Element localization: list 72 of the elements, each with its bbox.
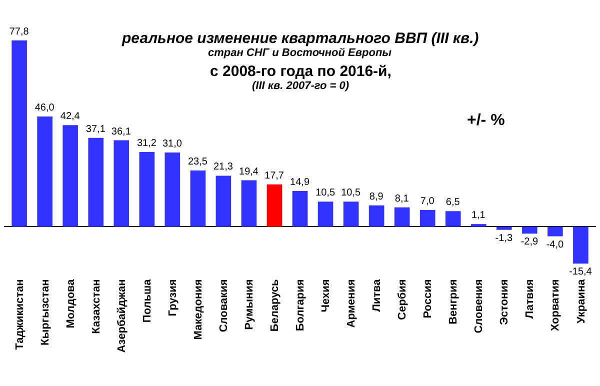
x-tick-label: Молдова bbox=[64, 278, 77, 328]
data-label: 8,9 bbox=[369, 191, 384, 202]
data-label: -2,9 bbox=[520, 236, 538, 248]
data-label: 31,0 bbox=[162, 138, 182, 150]
text: стран СНГ и Восточной Европы с 2008-го года по 2016-й, (III кв. 2007-го = 0) bbox=[208, 47, 392, 92]
bar bbox=[573, 226, 588, 264]
data-label: 36,1 bbox=[111, 126, 132, 138]
data-label: 31,2 bbox=[136, 138, 157, 149]
data-label: 17,7 bbox=[264, 170, 284, 182]
data-label: -1,3 bbox=[495, 232, 513, 244]
bar bbox=[368, 205, 384, 227]
data-label: 7,0 bbox=[420, 196, 435, 207]
bar bbox=[12, 40, 27, 227]
x-tick-label: Сербия bbox=[396, 279, 409, 320]
data-label: 10,5 bbox=[341, 188, 361, 199]
x-tick-label: Македония bbox=[192, 279, 205, 340]
x-tick-label: Словакия bbox=[218, 279, 230, 332]
x-tick-label: Грузия bbox=[166, 279, 179, 316]
x-tick-label: Таджикистан bbox=[14, 279, 26, 350]
data-label: 14,9 bbox=[290, 177, 310, 188]
bar bbox=[139, 152, 155, 227]
data-label: 21,3 bbox=[213, 162, 234, 173]
x-tick-label: Азербайджан bbox=[116, 279, 128, 353]
x-tick-label: Чехия bbox=[320, 279, 332, 312]
x-tick-label: Словения bbox=[473, 279, 486, 334]
x-tick-label: Казахстан bbox=[90, 279, 102, 334]
bar bbox=[522, 226, 538, 234]
data-label: 42,4 bbox=[60, 111, 80, 122]
chart-title: реальное изменение квартального ВВП (III кв.) bbox=[121, 30, 479, 47]
bar bbox=[470, 224, 486, 227]
bar bbox=[318, 202, 334, 227]
bar bbox=[420, 210, 436, 227]
x-tick-label: Латвия bbox=[524, 279, 536, 319]
data-label: 1,1 bbox=[471, 210, 486, 222]
bar bbox=[343, 202, 359, 227]
x-tick-label: Кыргызстан bbox=[39, 279, 52, 346]
bar bbox=[292, 191, 308, 227]
data-label: 19,4 bbox=[239, 166, 259, 178]
bar bbox=[164, 152, 180, 227]
bar bbox=[548, 226, 563, 236]
x-tick-label: Венгрия bbox=[448, 279, 460, 324]
bar bbox=[496, 226, 512, 230]
bar bbox=[62, 125, 78, 227]
data-label: 46,0 bbox=[34, 102, 55, 114]
x-tick-label: Хорватия bbox=[550, 279, 562, 332]
bar bbox=[394, 207, 410, 227]
data-label: -4,0 bbox=[546, 239, 564, 250]
bar bbox=[216, 176, 232, 227]
bar bbox=[88, 138, 104, 227]
bar bbox=[266, 184, 282, 227]
data-label: 10,5 bbox=[316, 188, 336, 199]
x-tick-label: Польша bbox=[141, 278, 154, 323]
annotation: +/- % bbox=[467, 112, 505, 129]
x-tick-label: Эстония bbox=[498, 279, 511, 325]
data-label: 77,8 bbox=[9, 26, 30, 38]
bar bbox=[114, 140, 130, 227]
bar bbox=[445, 211, 461, 227]
x-tick-label: Болгария bbox=[294, 279, 307, 332]
data-label: 8,1 bbox=[394, 193, 410, 204]
bar bbox=[241, 180, 257, 227]
x-tick-label: Россия bbox=[422, 279, 434, 318]
data-label: -15,4 bbox=[569, 266, 592, 278]
x-tick-label: Украина bbox=[575, 278, 588, 324]
x-tick-label: Румыния bbox=[244, 279, 256, 330]
data-label: 6,5 bbox=[446, 197, 460, 208]
data-label: 23,5 bbox=[188, 156, 208, 168]
bar bbox=[190, 170, 206, 227]
x-tick-label: Беларусь bbox=[269, 278, 282, 332]
data-label: 37,1 bbox=[86, 124, 106, 135]
bar bbox=[37, 116, 52, 227]
x-tick-label: Литва bbox=[371, 278, 384, 312]
x-tick-label: Армения bbox=[346, 279, 358, 328]
